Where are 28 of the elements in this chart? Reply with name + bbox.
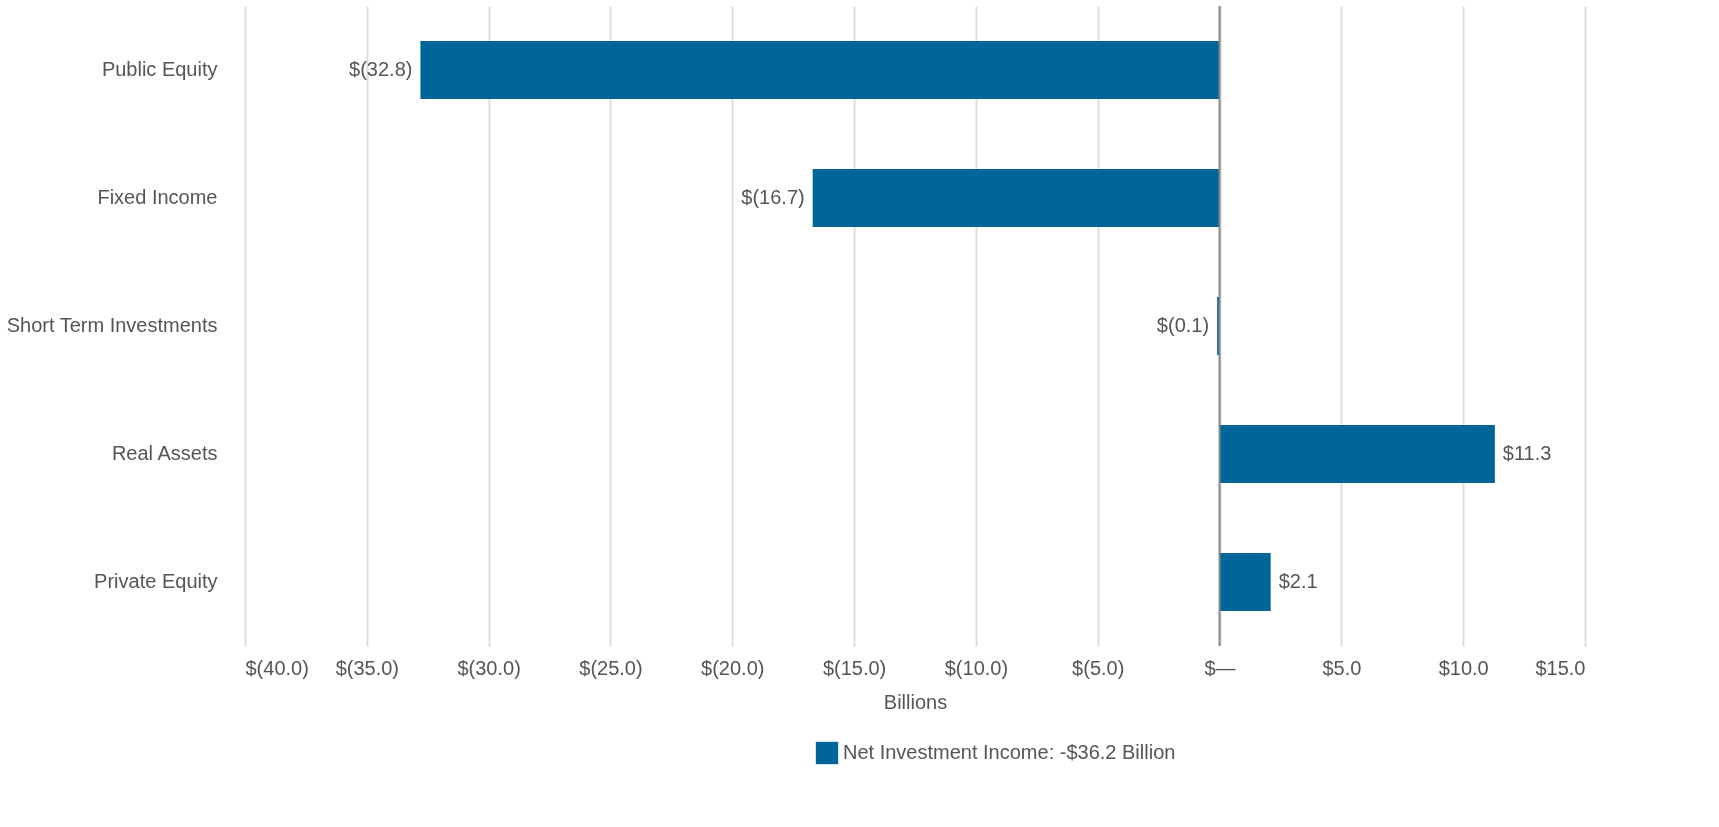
x-tick-label: $(15.0): [822, 656, 887, 679]
y-tick-label: Real Assets: [111, 442, 218, 464]
y-tick-label: Private Equity: [94, 570, 218, 592]
legend-label: Net Investment Income: -$36.2 Billion: [843, 741, 1176, 763]
y-tick-label: Public Equity: [101, 58, 218, 80]
data-label: $(0.1): [1156, 314, 1210, 336]
x-tick-label: $(40.0): [245, 656, 309, 679]
bar: [1219, 553, 1271, 611]
bar: [1219, 425, 1495, 483]
x-tick-label: $(20.0): [701, 656, 765, 679]
x-tick-label: $(25.0): [579, 656, 643, 679]
x-tick-label: $(10.0): [944, 656, 1009, 679]
x-tick-label: $10.0: [1438, 656, 1489, 679]
bar: [812, 169, 1220, 227]
x-tick-label: $(5.0): [1072, 656, 1125, 679]
data-label: $11.3: [1502, 442, 1552, 464]
data-label: $(32.8): [349, 58, 413, 80]
x-tick-label: $15.0: [1535, 656, 1586, 679]
x-tick-label: $—: [1204, 656, 1236, 679]
y-tick-label: Fixed Income: [97, 186, 218, 208]
data-label: $2.1: [1278, 570, 1318, 592]
x-axis-title: Billions: [883, 690, 948, 713]
x-tick-label: $5.0: [1322, 656, 1362, 679]
x-tick-label: $(30.0): [457, 656, 521, 679]
y-tick-label: Short Term Investments: [6, 314, 218, 336]
bar: [420, 41, 1220, 99]
data-label: $(16.7): [741, 186, 805, 208]
x-tick-label: $(35.0): [335, 656, 400, 679]
